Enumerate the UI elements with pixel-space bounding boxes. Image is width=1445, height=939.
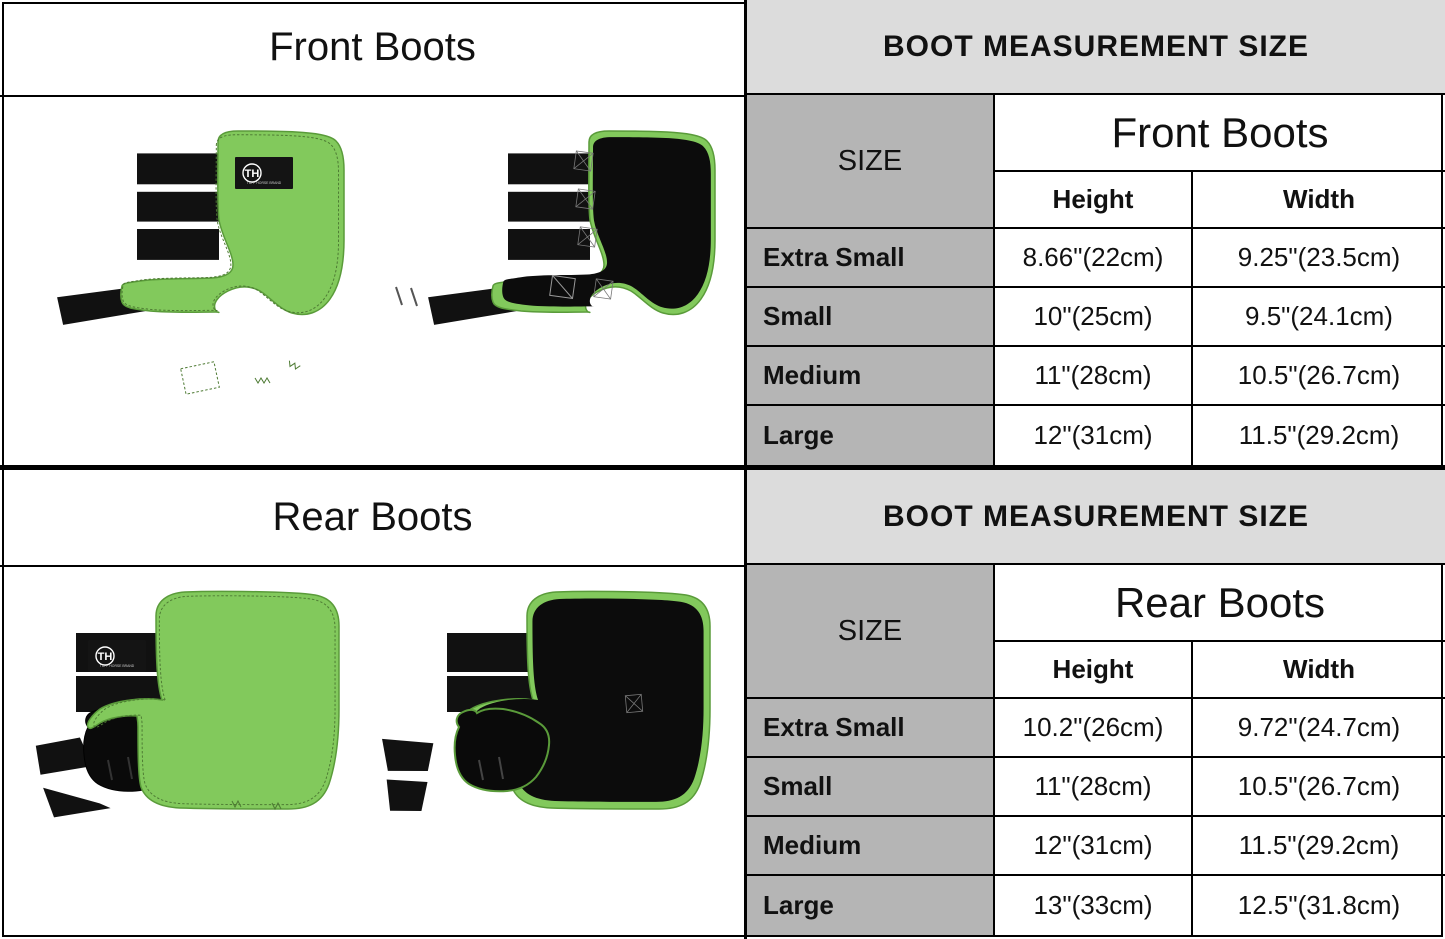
svg-text:TUFF HORSE BRAND: TUFF HORSE BRAND (100, 664, 135, 668)
svg-text:TH: TH (98, 651, 113, 663)
svg-text:TH: TH (245, 168, 260, 180)
svg-text:TUFF HORSE BRAND: TUFF HORSE BRAND (247, 181, 282, 185)
